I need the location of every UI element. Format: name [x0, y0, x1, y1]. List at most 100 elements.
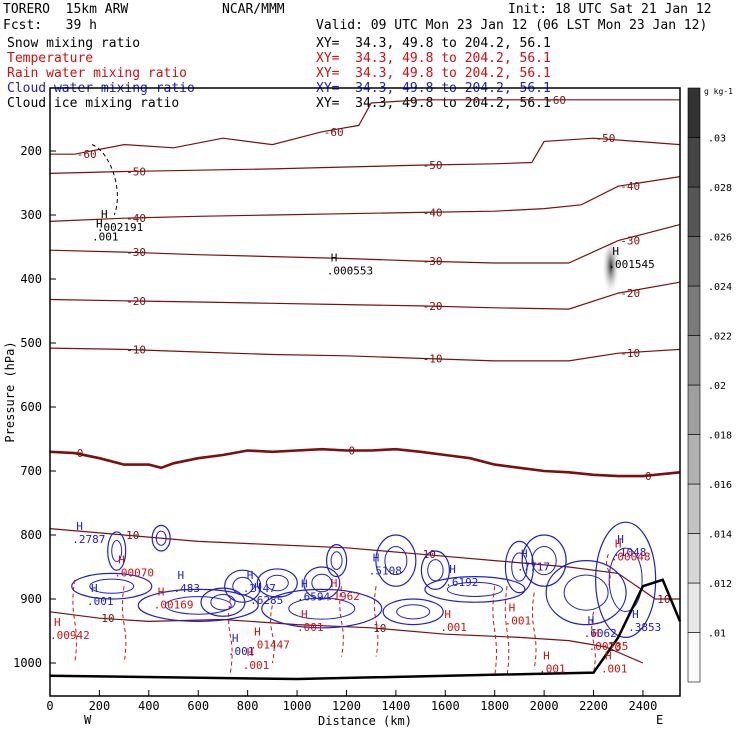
cloud-water-value-label: .1048: [613, 546, 646, 559]
rain-max-marker: H: [509, 601, 516, 614]
isotherm-label: -20: [620, 287, 640, 300]
rain-value-label: .001: [440, 621, 467, 634]
cloud-water-contour: [424, 576, 526, 603]
cloud-water-value-label: .6192: [445, 576, 478, 589]
isotherm-label: -30: [126, 246, 146, 259]
colorbar-tick-label: .02: [708, 381, 726, 392]
isotherm-2: [49, 176, 681, 222]
rain-value-label: .00735: [589, 640, 629, 653]
snow-max-marker: H: [96, 217, 103, 230]
rain-value-label: .001: [539, 662, 566, 675]
cloud-water-contour: [210, 593, 236, 611]
snow-value-label: .001545: [608, 258, 654, 271]
colorbar-segment: [687, 632, 701, 683]
plot-frame: [49, 87, 681, 697]
cloud-water-contour: [608, 547, 643, 612]
snow-value-label: .002191: [97, 221, 143, 234]
cloud-water-contour: [427, 559, 444, 582]
cloud-water-contour: [71, 572, 153, 600]
rain-max-marker: H: [543, 649, 550, 662]
rain-value-label: .01447: [250, 639, 290, 652]
isotherm-label: -10: [423, 352, 443, 365]
cloud-water-max-marker: H: [91, 582, 98, 595]
y-tick-label: 300: [20, 208, 42, 222]
cloud-water-max-marker: H: [247, 569, 254, 582]
colorbar-segment: [687, 582, 701, 633]
colorbar-tick-label: .026: [708, 233, 732, 244]
isotherm-label: 10: [608, 641, 621, 654]
isotherm-label: -60: [324, 126, 344, 139]
cloud-water-contour: [111, 539, 123, 563]
y-tick-label: 800: [20, 528, 42, 542]
rain-contour: [339, 586, 344, 657]
cloud-water-max-marker: H: [521, 548, 528, 561]
rain-value-label: .1962: [327, 590, 360, 603]
cloud-water-max-marker: H: [632, 608, 639, 621]
isotherm-label: -20: [126, 295, 146, 308]
colorbar-tick-label: .028: [708, 183, 732, 194]
cloud-water-value-label: .6062: [584, 627, 617, 640]
east-label: E: [656, 713, 663, 727]
cloud-water-contour: [531, 546, 557, 576]
isotherm-label: 0: [645, 470, 652, 483]
rain-contour: [121, 586, 127, 664]
cloud-water-contour: [325, 543, 348, 578]
cloud-water-contour: [384, 546, 408, 576]
cloud-water-contour: [330, 551, 343, 570]
x-tick-label: 1400: [381, 699, 410, 713]
cloud-water-contour: [563, 574, 609, 611]
isotherm-4: [49, 281, 681, 310]
field-xy-temperature: XY= 34.3, 49.8 to 204.2, 56.1: [316, 51, 551, 66]
cloud-water-contour: [265, 574, 289, 592]
isotherm-label: -10: [126, 343, 146, 356]
isotherm-5: [49, 347, 681, 362]
rain-value-label: .001: [601, 662, 628, 675]
cloud-water-contour: [311, 573, 333, 593]
valid-time: Valid: 09 UTC Mon 23 Jan 12 (06 LST Mon …: [316, 18, 708, 33]
plot-area: -60 -60 -60 -50 -50 -50 -40 -40 -40 -30 -30 -30 -20 -…: [49, 94, 682, 681]
cloud-water-max-marker: H: [373, 551, 380, 564]
isotherm-label: -10: [620, 347, 640, 360]
org-label: NCAR/MMM: [222, 2, 285, 17]
x-tick-label: 2000: [530, 699, 559, 713]
colorbar-segment: [687, 384, 701, 435]
cloud-water-max-marker: H: [232, 632, 239, 645]
isotherm-label: -40: [423, 206, 443, 219]
rain-contour: [373, 586, 379, 657]
rain-value-label: .00070: [114, 566, 154, 579]
colorbar-tick-label: .022: [708, 332, 732, 343]
isotherm-label: -30: [423, 255, 443, 268]
colorbar-tick-label: .014: [708, 530, 732, 541]
cloud-water-max-marker: H: [254, 581, 261, 594]
x-tick-label: 1600: [431, 699, 460, 713]
rain-max-marker: H: [593, 627, 600, 640]
rain-contour: [504, 586, 510, 676]
isotherm-label: 10: [373, 622, 386, 635]
cloud-water-max-marker: H: [588, 614, 595, 627]
isotherm-label: -60: [546, 94, 566, 107]
cloud-water-max-marker: H: [178, 569, 185, 582]
rain-value-label: .001: [505, 614, 532, 627]
y-tick-label: 700: [20, 464, 42, 478]
isotherm-0: [50, 99, 680, 155]
terrain-line: [49, 578, 682, 681]
colorbar-tick-label: .01: [708, 629, 726, 640]
isotherm-label: -40: [620, 180, 640, 193]
y-tick-label: 400: [20, 272, 42, 286]
isotherm-label: 10: [657, 593, 670, 606]
cloud-water-value-label: .7717: [517, 561, 550, 574]
cloud-water-value-label: .2.47: [243, 582, 276, 595]
rain-value-label: .00048: [611, 550, 651, 563]
rain-max-marker: H: [54, 616, 61, 629]
snow-max-marker: H: [101, 208, 108, 221]
rain-contour: [72, 579, 77, 664]
init-time: Init: 18 UTC Sat 21 Jan 12: [508, 2, 712, 17]
field-name-temperature: Temperature: [7, 51, 94, 66]
rain-value-label: .001: [297, 621, 324, 634]
isotherm-label: -60: [77, 148, 97, 161]
cloud-water-contour: [261, 588, 383, 629]
colorbar-tick-label: .012: [708, 579, 732, 590]
cloud-water-value-label: .001: [87, 595, 114, 608]
model-label: TORERO 15km ARW: [3, 2, 129, 17]
x-tick-label: 0: [46, 699, 53, 713]
